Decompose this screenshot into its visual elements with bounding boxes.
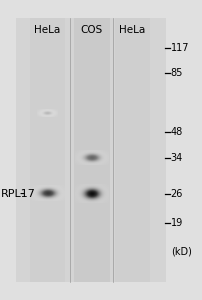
- Text: 26: 26: [171, 189, 183, 199]
- Bar: [74, 18, 110, 282]
- Text: 48: 48: [171, 127, 183, 136]
- Text: 85: 85: [171, 68, 183, 78]
- Text: HeLa: HeLa: [34, 25, 61, 35]
- Text: 117: 117: [171, 44, 189, 53]
- Bar: [16, 18, 166, 282]
- Text: (kD): (kD): [171, 247, 191, 256]
- Text: 34: 34: [171, 153, 183, 163]
- Text: COS: COS: [81, 25, 103, 35]
- Text: HeLa: HeLa: [119, 25, 145, 35]
- Text: 19: 19: [171, 218, 183, 228]
- Text: RPL17: RPL17: [1, 189, 36, 199]
- Bar: [30, 18, 65, 282]
- Bar: [115, 18, 150, 282]
